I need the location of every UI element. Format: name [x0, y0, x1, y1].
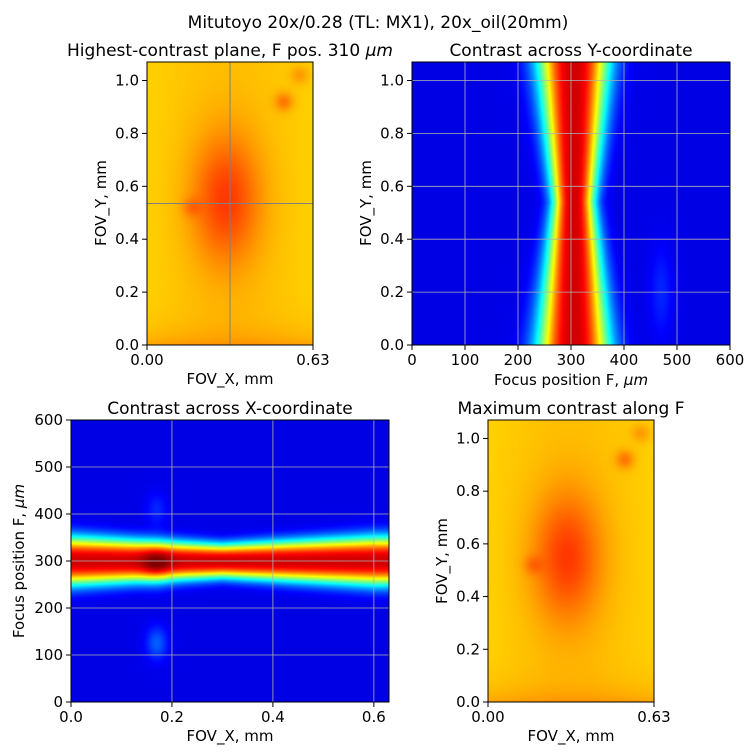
y-tick-label: 100 [34, 646, 63, 664]
x-axis-label: Focus position F, μm [494, 371, 648, 389]
panel-highest-contrast-plane: Highest-contrast plane, F pos. 310 μm 0.… [67, 41, 393, 389]
y-tick-label: 0.2 [115, 283, 139, 301]
y-axis-label: FOV_Y, mm [92, 160, 111, 246]
panel-contrast-across-x: Contrast across X-coordinate 0.0 0.2 0.4 0.… [10, 399, 390, 746]
y-tick-label: 0.8 [115, 124, 139, 142]
panel-contrast-across-y: Contrast across Y-coordinate 0 100 200 300 4… [357, 41, 744, 389]
y-tick-label: 400 [34, 505, 63, 523]
axes-frame [146, 61, 314, 346]
y-tick-label: 1.0 [456, 429, 480, 447]
x-tick-label: 400 [610, 351, 639, 369]
x-tick-label: 0.4 [261, 708, 285, 726]
x-tick-label: 0.63 [637, 708, 670, 726]
panel-title: Contrast across Y-coordinate [449, 41, 692, 61]
x-tick-label: 0.00 [130, 351, 163, 369]
x-tick-label: 300 [557, 351, 586, 369]
panel-title: Contrast across X-coordinate [107, 399, 353, 419]
y-tick-label: 0 [53, 693, 63, 711]
y-tick-label: 200 [34, 599, 63, 617]
axes-frame [487, 419, 655, 703]
y-tick-label: 1.0 [115, 72, 139, 90]
y-tick-label: 0.2 [456, 640, 480, 658]
x-tick-label: 0.0 [59, 708, 83, 726]
heatmap-image [488, 420, 654, 702]
y-tick-label: 0.8 [456, 482, 480, 500]
x-tick-label: 0 [407, 351, 417, 369]
y-tick-label: 500 [34, 458, 63, 476]
x-tick-label: 0.00 [471, 708, 504, 726]
x-tick-label: 0.63 [296, 351, 329, 369]
y-tick-label: 600 [34, 411, 63, 429]
y-tick-label: 0.0 [456, 693, 480, 711]
x-tick-label: 100 [451, 351, 480, 369]
y-tick-label: 0.6 [115, 177, 139, 195]
panel-title: Maximum contrast along F [458, 399, 685, 419]
x-axis-label: FOV_X, mm [187, 370, 274, 389]
panel-maximum-contrast: Maximum contrast along F 0.00 0.63 0.0 0.2 0… [433, 399, 684, 746]
y-tick-label: 0.6 [456, 535, 480, 553]
x-tick-label: 0.6 [362, 708, 386, 726]
x-tick-label: 0.2 [160, 708, 184, 726]
y-tick-label: 1.0 [380, 72, 404, 90]
y-axis-label: FOV_Y, mm [357, 160, 376, 246]
y-tick-label: 0.0 [380, 336, 404, 354]
x-axis-label: FOV_X, mm [187, 727, 274, 746]
panel-title: Highest-contrast plane, F pos. 310 μm [67, 41, 393, 61]
y-tick-label: 0.4 [456, 588, 480, 606]
y-axis-label: FOV_Y, mm [433, 518, 452, 604]
x-tick-label: 500 [663, 351, 692, 369]
y-tick-label: 0.2 [380, 283, 404, 301]
y-tick-label: 0.0 [115, 336, 139, 354]
y-tick-label: 300 [34, 552, 63, 570]
y-tick-label: 0.4 [115, 230, 139, 248]
y-axis-label: Focus position F, μm [10, 484, 28, 638]
y-tick-label: 0.8 [380, 124, 404, 142]
x-axis-label: FOV_X, mm [528, 727, 615, 746]
x-tick-label: 600 [716, 351, 745, 369]
y-tick-label: 0.6 [380, 177, 404, 195]
x-tick-label: 200 [504, 351, 533, 369]
figure-suptitle: Mitutoyo 20x/0.28 (TL: MX1), 20x_oil(20m… [188, 13, 569, 33]
y-tick-label: 0.4 [380, 230, 404, 248]
